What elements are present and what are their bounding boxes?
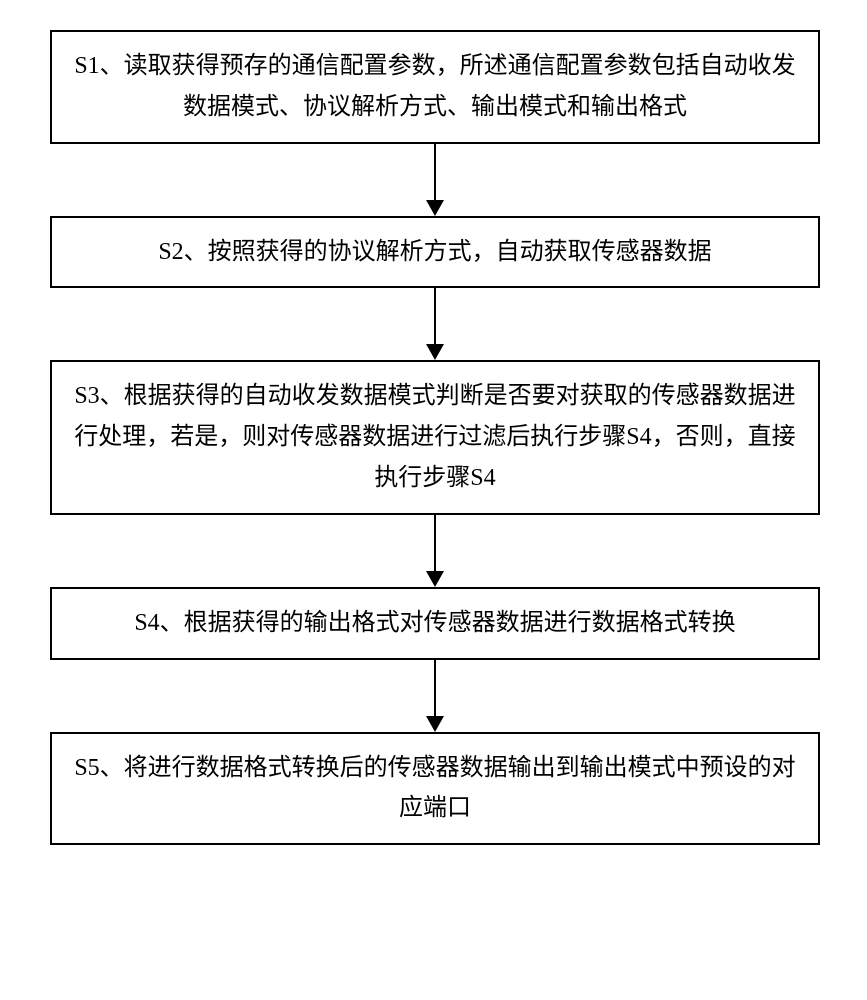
step-text: S2、按照获得的协议解析方式，自动获取传感器数据 xyxy=(158,239,711,265)
arrow-line xyxy=(434,515,436,573)
arrow-line xyxy=(434,660,436,718)
step-box-s5: S5、将进行数据格式转换后的传感器数据输出到输出模式中预设的对应端口 xyxy=(50,732,820,846)
step-text: S4、根据获得的输出格式对传感器数据进行数据格式转换 xyxy=(134,610,735,636)
step-box-s3: S3、根据获得的自动收发数据模式判断是否要对获取的传感器数据进行处理，若是，则对… xyxy=(50,360,820,514)
arrow-head-icon xyxy=(426,571,444,587)
arrow-s1-s2 xyxy=(50,144,820,216)
arrow-s3-s4 xyxy=(50,515,820,587)
arrow-head-icon xyxy=(426,344,444,360)
flowchart-container: S1、读取获得预存的通信配置参数，所述通信配置参数包括自动收发数据模式、协议解析… xyxy=(50,30,820,845)
step-text: S3、根据获得的自动收发数据模式判断是否要对获取的传感器数据进行处理，若是，则对… xyxy=(74,383,795,491)
step-text: S5、将进行数据格式转换后的传感器数据输出到输出模式中预设的对应端口 xyxy=(74,755,795,822)
step-text: S1、读取获得预存的通信配置参数，所述通信配置参数包括自动收发数据模式、协议解析… xyxy=(74,53,795,120)
arrow-line xyxy=(434,288,436,346)
arrow-s2-s3 xyxy=(50,288,820,360)
arrow-line xyxy=(434,144,436,202)
step-box-s2: S2、按照获得的协议解析方式，自动获取传感器数据 xyxy=(50,216,820,289)
step-box-s1: S1、读取获得预存的通信配置参数，所述通信配置参数包括自动收发数据模式、协议解析… xyxy=(50,30,820,144)
arrow-head-icon xyxy=(426,200,444,216)
arrow-s4-s5 xyxy=(50,660,820,732)
step-box-s4: S4、根据获得的输出格式对传感器数据进行数据格式转换 xyxy=(50,587,820,660)
arrow-head-icon xyxy=(426,716,444,732)
